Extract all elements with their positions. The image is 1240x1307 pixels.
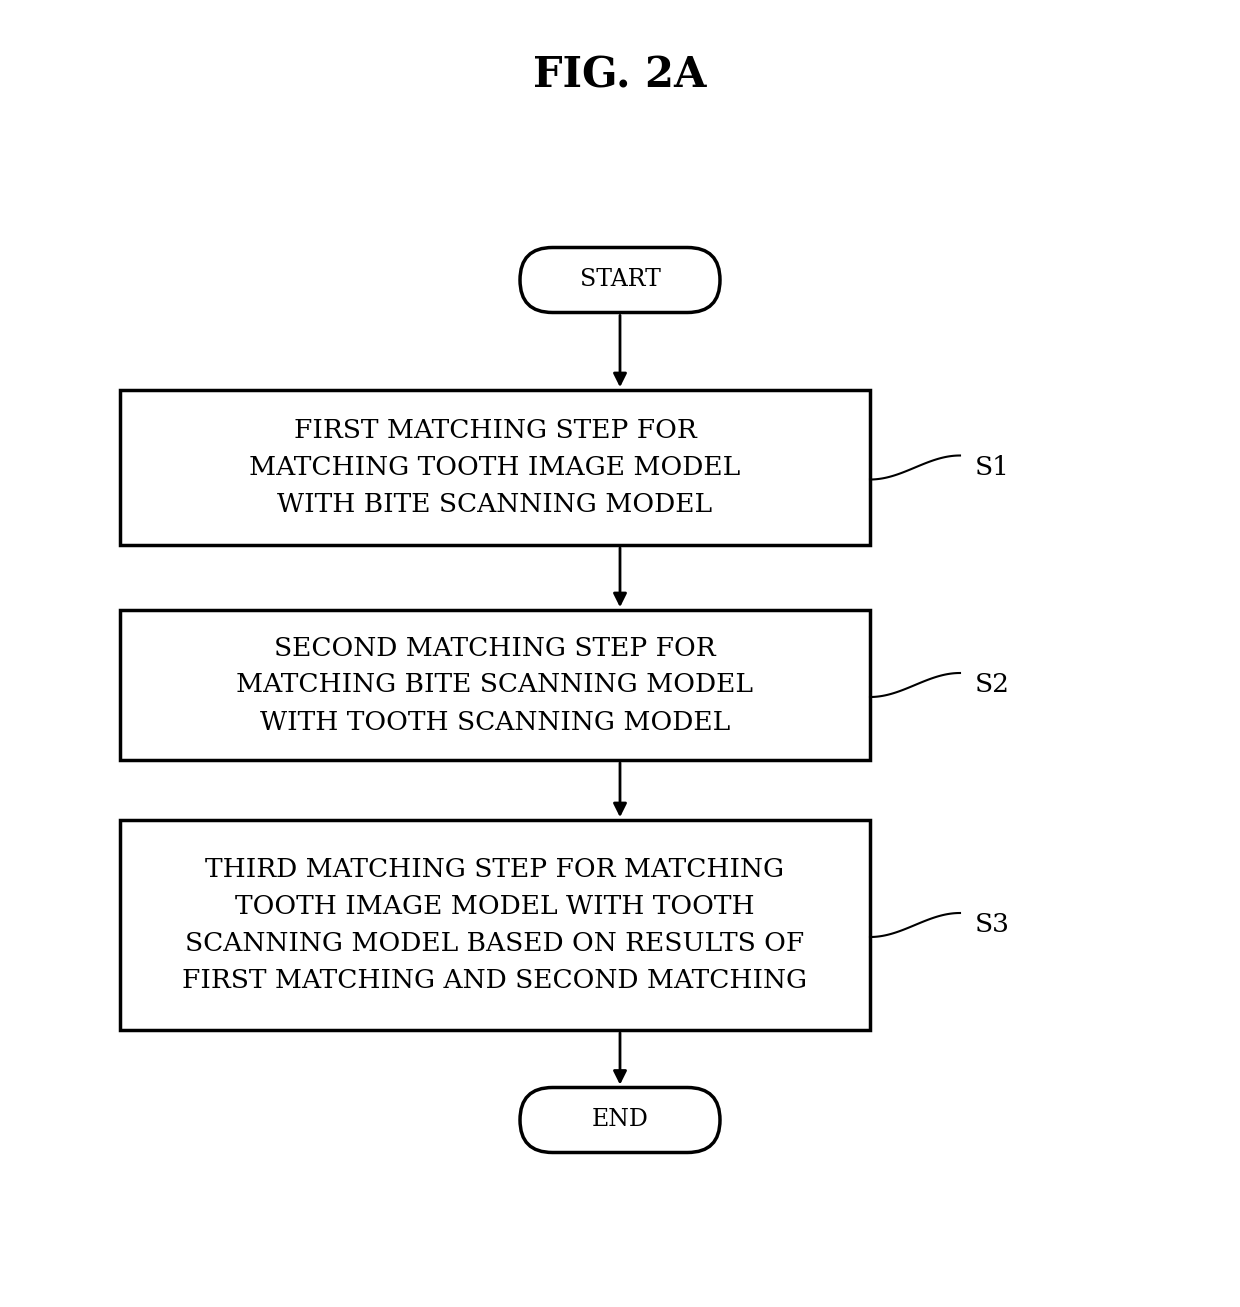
Bar xyxy=(120,389,870,545)
Text: FIG. 2A: FIG. 2A xyxy=(533,54,707,95)
Text: S3: S3 xyxy=(975,912,1011,937)
Bar xyxy=(120,610,870,759)
Text: S2: S2 xyxy=(975,673,1011,698)
Bar xyxy=(120,819,870,1030)
Text: S1: S1 xyxy=(975,455,1009,480)
Text: SECOND MATCHING STEP FOR
MATCHING BITE SCANNING MODEL
WITH TOOTH SCANNING MODEL: SECOND MATCHING STEP FOR MATCHING BITE S… xyxy=(237,635,754,735)
Text: END: END xyxy=(591,1108,649,1132)
Text: START: START xyxy=(579,268,661,291)
FancyBboxPatch shape xyxy=(520,1087,720,1153)
FancyBboxPatch shape xyxy=(520,247,720,312)
Text: FIRST MATCHING STEP FOR
MATCHING TOOTH IMAGE MODEL
WITH BITE SCANNING MODEL: FIRST MATCHING STEP FOR MATCHING TOOTH I… xyxy=(249,418,740,518)
Text: THIRD MATCHING STEP FOR MATCHING
TOOTH IMAGE MODEL WITH TOOTH
SCANNING MODEL BAS: THIRD MATCHING STEP FOR MATCHING TOOTH I… xyxy=(182,857,807,993)
